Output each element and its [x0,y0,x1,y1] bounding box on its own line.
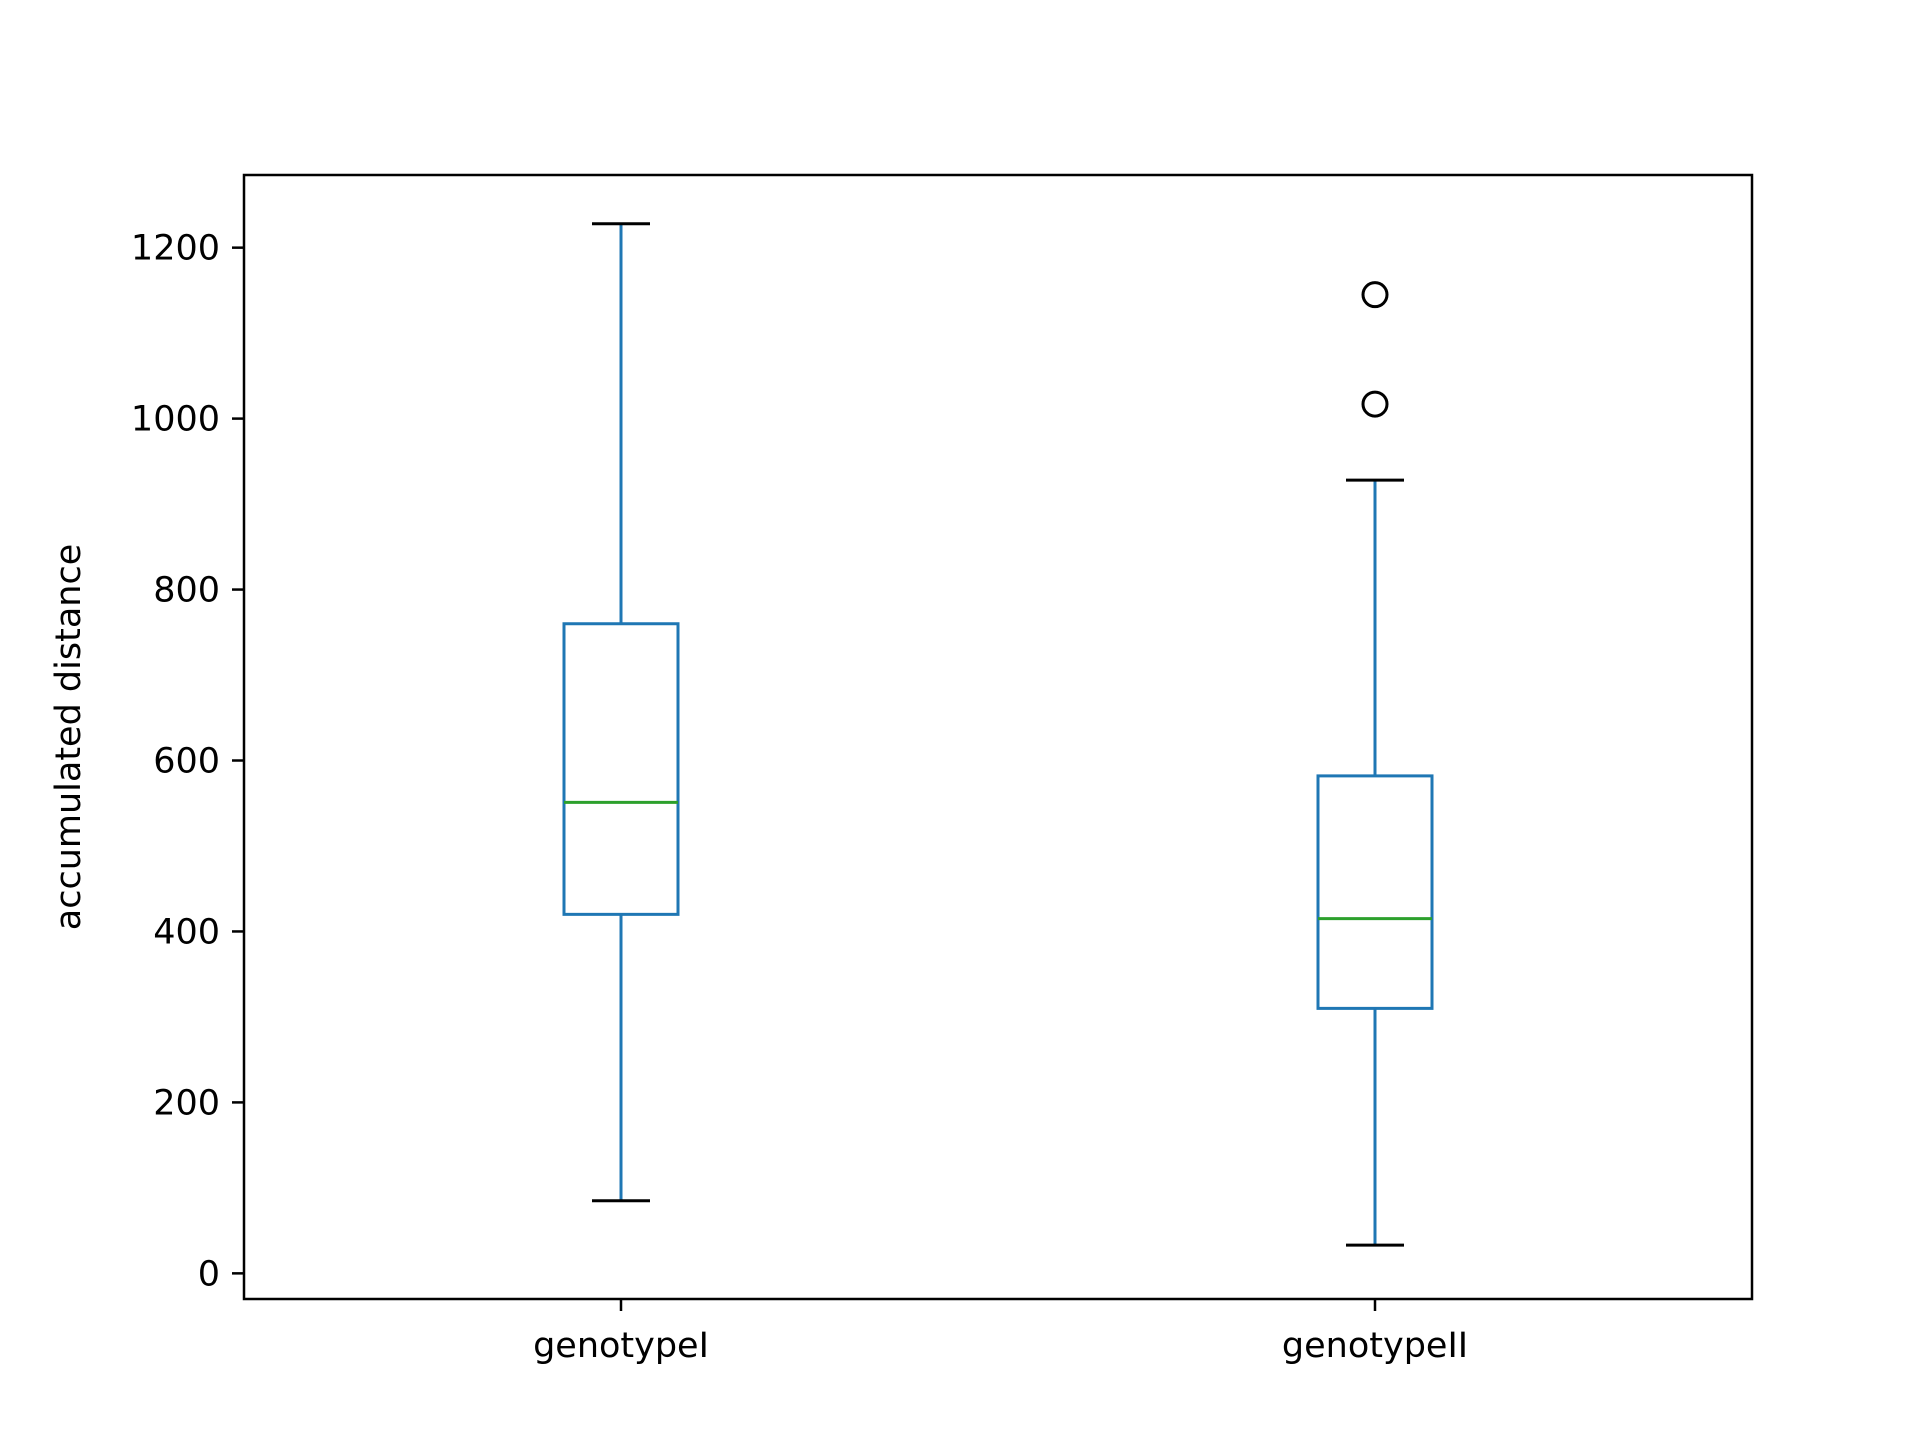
box-group-genotypeI [562,222,680,1203]
y-tick-label: 400 [153,912,220,952]
outlier-point [1361,390,1389,418]
y-tick-label: 1000 [131,400,220,440]
y-axis: 0 200 400 600 800 1000 1200 [131,229,244,1294]
plot-frame [242,173,1754,1301]
x-tick-label: genotypeI [533,1326,709,1366]
x-axis: genotypeI genotypeII [533,1299,1468,1366]
box-group-genotypeII [1316,281,1434,1247]
y-axis-label: accumulated distance [49,544,89,930]
iqr-box [1316,774,1434,1010]
y-tick-label: 600 [153,742,220,782]
x-tick-label: genotypeII [1282,1326,1468,1366]
plot-marks [562,222,1434,1247]
y-tick-label: 1200 [131,229,220,269]
iqr-box [562,622,680,916]
outlier-point [1361,281,1389,309]
y-tick-label: 0 [198,1254,220,1294]
y-tick-label: 800 [153,571,220,611]
y-tick-label: 200 [153,1083,220,1123]
